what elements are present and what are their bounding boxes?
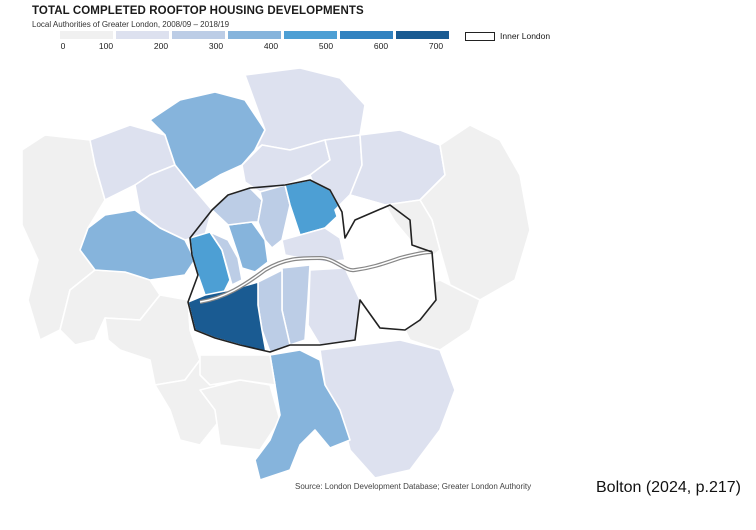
color-legend bbox=[60, 31, 449, 39]
legend-tick: 500 bbox=[318, 41, 334, 51]
legend-swatch-100-200 bbox=[116, 31, 169, 39]
borough-camden bbox=[211, 187, 263, 226]
legend-tick: 0 bbox=[60, 41, 66, 51]
source-note: Source: London Development Database; Gre… bbox=[295, 482, 532, 491]
borough-westminster bbox=[227, 221, 269, 273]
inner-london-legend: Inner London bbox=[465, 31, 550, 41]
river-thames-core bbox=[199, 251, 433, 303]
legend-tick: 700 bbox=[428, 41, 444, 51]
borough-newham bbox=[334, 194, 411, 271]
legend-tick: 300 bbox=[208, 41, 224, 51]
legend-swatch-600-700 bbox=[396, 31, 449, 39]
legend-tick: 200 bbox=[153, 41, 169, 51]
legend-swatch-200-300 bbox=[172, 31, 225, 39]
map-subtitle: Local Authorities of Greater London, 200… bbox=[32, 20, 230, 29]
legend-tick: 400 bbox=[263, 41, 279, 51]
legend-swatch-300-400 bbox=[228, 31, 281, 39]
legend-swatch-0-100 bbox=[60, 31, 113, 39]
legend-swatch-400-500 bbox=[284, 31, 337, 39]
inner-london-legend-label: Inner London bbox=[500, 31, 551, 41]
borough-kensington-chelsea bbox=[209, 231, 243, 286]
borough-merton bbox=[199, 354, 276, 386]
legend-tick: 100 bbox=[98, 41, 114, 51]
borough-tower-hamlets bbox=[281, 227, 346, 263]
borough-lewisham bbox=[307, 267, 361, 346]
inner-london-outline bbox=[187, 179, 437, 353]
borough-ealing bbox=[79, 209, 196, 281]
inner-london-legend-swatch bbox=[465, 31, 495, 41]
map-title: TOTAL COMPLETED ROOFTOP HOUSING DEVELOPM… bbox=[32, 5, 364, 17]
citation: Bolton (2024, p.217) bbox=[596, 479, 741, 496]
borough-croydon bbox=[254, 349, 351, 481]
legend-swatch-500-600 bbox=[340, 31, 393, 39]
legend-tick: 600 bbox=[373, 41, 389, 51]
